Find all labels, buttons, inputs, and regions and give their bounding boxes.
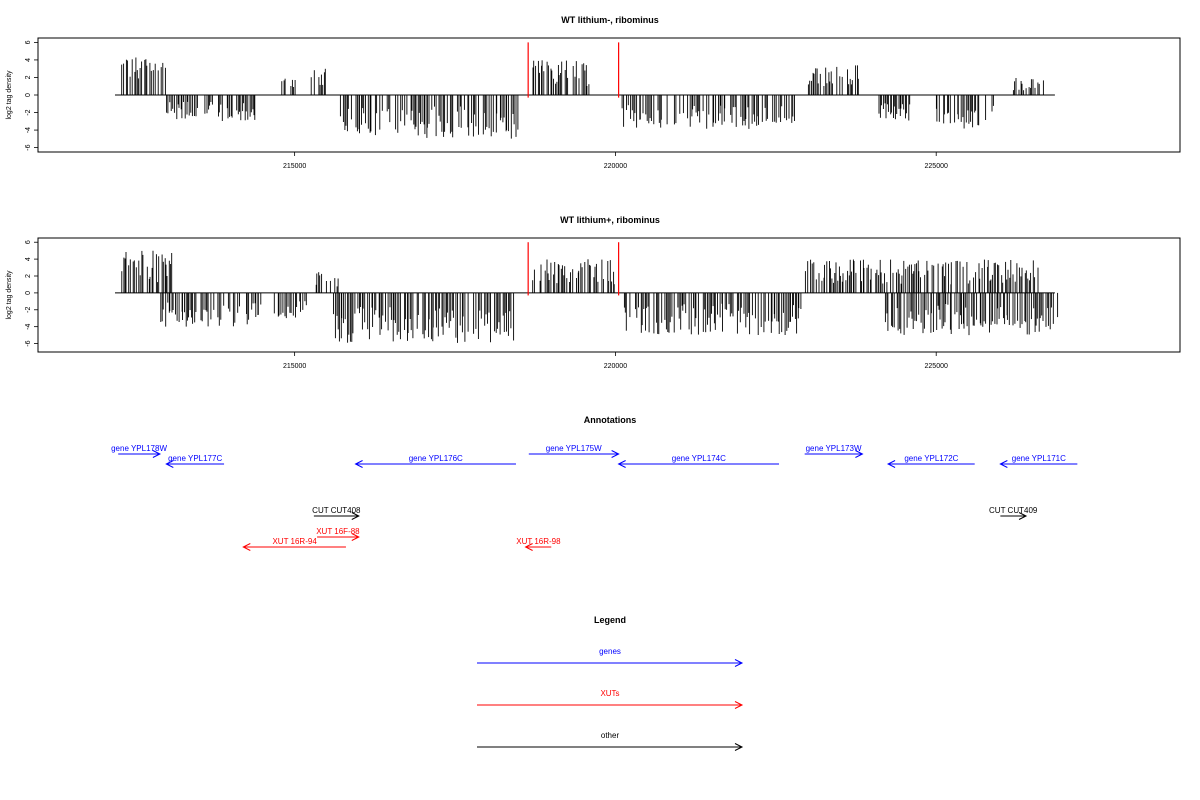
arrowhead-icon	[152, 450, 162, 458]
legend-panel: Legend genes XUTs other	[477, 615, 744, 751]
arrowhead-icon	[855, 450, 864, 458]
axes: 6 4 2 0 -2 -4 -6 215000 220000 225000	[25, 240, 948, 370]
y-tick-label: -2	[25, 109, 32, 115]
legend-item-gene: genes	[477, 647, 744, 667]
feature-label: XUT 16R-94	[272, 537, 317, 546]
legend-label: genes	[599, 647, 621, 656]
feature-label: CUT CUT408	[312, 506, 361, 515]
x-tick-label: 220000	[604, 163, 627, 170]
feature-label: XUT 16R-98	[516, 537, 561, 546]
panel-title: WT lithium-, ribominus	[561, 15, 659, 25]
plot-frame	[37, 237, 1181, 353]
feature-other: CUT CUT409	[989, 506, 1038, 520]
x-tick-label: 215000	[283, 163, 306, 170]
feature-label: gene YPL173W	[806, 444, 862, 453]
y-tick-label: 2	[25, 274, 32, 278]
y-tick-label: -4	[25, 323, 32, 329]
arrowhead-icon	[351, 512, 360, 520]
feature-xut: XUT 16R-94	[242, 537, 346, 551]
y-tick-label: 6	[25, 240, 32, 244]
feature-xut: XUT 16F-88	[316, 527, 360, 541]
feature-gene: gene YPL175W	[528, 444, 620, 458]
y-tick-label: -4	[25, 127, 32, 133]
feature-gene: gene YPL178W	[111, 444, 167, 458]
y-tick-label: 0	[25, 93, 32, 97]
x-tick-label: 220000	[604, 363, 627, 370]
arrowhead-icon	[734, 701, 744, 709]
feature-gene: gene YPL177C	[165, 454, 225, 468]
y-tick-label: 6	[25, 40, 32, 44]
feature-label: gene YPL176C	[409, 454, 463, 463]
y-axis-label: log2 tag density	[6, 70, 13, 120]
legend-label: XUTs	[600, 689, 619, 698]
x-tick-label: 225000	[925, 363, 948, 370]
y-axis-label: log2 tag density	[6, 270, 13, 320]
arrowhead-icon	[524, 543, 533, 551]
feature-label: gene YPL172C	[904, 454, 958, 463]
arrowhead-icon	[611, 450, 620, 458]
y-tick-label: 4	[25, 257, 32, 261]
feature-gene: gene YPL176C	[354, 454, 516, 468]
feature-gene: gene YPL174C	[617, 454, 780, 468]
feature-label: gene YPL174C	[672, 454, 726, 463]
y-tick-label: 2	[25, 75, 32, 79]
panel-lithium-minus: WT lithium-, ribominus log2 tag density …	[6, 15, 1181, 170]
feature-label: gene YPL178W	[111, 444, 167, 453]
x-tick-label: 225000	[925, 163, 948, 170]
panel-title: WT lithium+, ribominus	[560, 215, 660, 225]
feature-gene: gene YPL172C	[886, 454, 975, 468]
y-tick-label: -6	[25, 144, 32, 150]
arrowhead-icon	[1018, 512, 1028, 520]
arrowhead-icon	[734, 659, 744, 667]
arrowhead-icon	[242, 543, 251, 551]
legend-item-other: other	[477, 731, 744, 751]
axes: 6 4 2 0 -2 -4 -6 215000 220000 225000	[25, 40, 948, 170]
feature-gene: gene YPL171C	[999, 454, 1078, 468]
arrowhead-icon	[351, 533, 360, 541]
y-tick-label: -6	[25, 340, 32, 346]
feature-label: gene YPL177C	[168, 454, 222, 463]
y-tick-label: 0	[25, 291, 32, 295]
arrowhead-icon	[354, 460, 363, 468]
x-tick-label: 215000	[283, 363, 306, 370]
annotations-title: Annotations	[584, 415, 637, 425]
arrowhead-icon	[617, 460, 626, 468]
arrowhead-icon	[734, 743, 744, 751]
legend-items: genes XUTs other	[477, 647, 744, 751]
feature-gene: gene YPL173W	[804, 444, 864, 458]
arrowhead-icon	[999, 460, 1008, 468]
feature-xut: XUT 16R-98	[516, 537, 561, 551]
bar-layer	[114, 242, 1059, 343]
arrowhead-icon	[886, 460, 896, 468]
legend-label: other	[601, 731, 620, 740]
feature-label: gene YPL175W	[546, 444, 602, 453]
bar-layer	[114, 42, 1055, 139]
panel-lithium-plus: WT lithium+, ribominus log2 tag density …	[6, 215, 1181, 370]
y-tick-label: 4	[25, 58, 32, 62]
feature-label: gene YPL171C	[1012, 454, 1066, 463]
feature-label: CUT CUT409	[989, 506, 1038, 515]
y-tick-label: -2	[25, 307, 32, 313]
arrowhead-icon	[165, 460, 174, 468]
feature-other: CUT CUT408	[312, 506, 361, 520]
legend-item-xut: XUTs	[477, 689, 744, 709]
legend-title: Legend	[594, 615, 626, 625]
feature-label: XUT 16F-88	[316, 527, 360, 536]
